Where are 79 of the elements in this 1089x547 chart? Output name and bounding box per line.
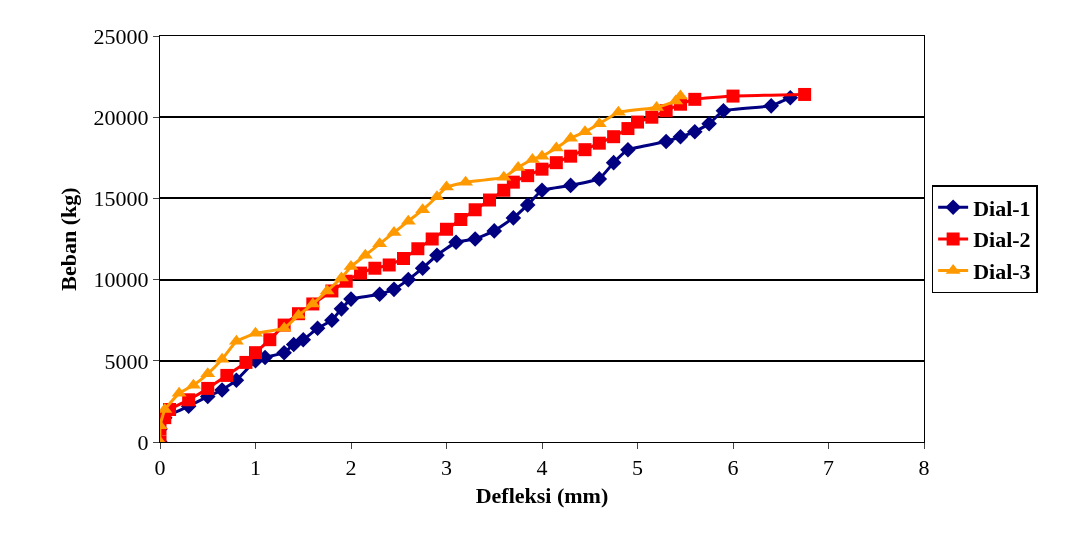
point [454,213,468,227]
point [715,102,732,119]
x-tick-label: 0 [154,455,166,481]
point [482,193,496,207]
point [343,291,359,307]
y-tick-label: 25000 [93,23,149,49]
point [182,393,196,407]
point [605,154,622,171]
point [239,355,253,369]
point [440,222,453,236]
y-tick-label: 0 [137,429,149,455]
point [535,162,549,176]
point [564,149,578,163]
point [578,143,592,157]
y-tick-label: 15000 [93,186,149,212]
point [631,115,644,129]
point [397,251,411,265]
x-tick-label: 7 [823,455,834,481]
point [486,223,503,239]
point [505,210,522,226]
point [607,130,621,144]
point [506,175,520,189]
point [214,382,230,398]
point [295,331,312,348]
point [497,183,511,197]
point [382,258,396,272]
x-tick-label: 5 [632,455,643,481]
point [429,247,445,264]
point [249,346,262,360]
point [448,234,464,251]
point [324,312,340,328]
x-tick-label: 2 [345,455,357,481]
x-tick-label: 6 [727,455,739,481]
legend-label: Dial-2 [973,227,1031,253]
point [798,87,812,101]
point [687,124,703,140]
point [591,171,608,187]
point [386,281,402,298]
y-tick-label: 5000 [104,348,149,374]
point [276,344,292,361]
point [285,336,302,353]
x-tick-label: 3 [441,455,452,481]
point [534,182,550,199]
point [672,128,689,145]
point [263,333,277,347]
point [411,242,425,256]
point [562,177,579,194]
point [400,271,417,288]
point [521,169,535,183]
y-tick-label: 10000 [93,267,149,293]
point [414,260,431,277]
point [763,98,779,114]
x-tick-label: 4 [536,455,548,481]
point [368,261,382,275]
legend-label: Dial-3 [973,259,1031,285]
point [468,203,482,217]
y-tick-label: 20000 [93,104,149,130]
point [371,286,388,303]
point [701,115,717,132]
point [220,368,234,382]
point [549,156,563,170]
point [658,133,674,150]
point [519,197,536,213]
point [354,266,368,280]
x-tick-label: 1 [250,455,261,481]
point [592,136,606,150]
legend-label: Dial-1 [973,195,1031,221]
point [645,110,659,124]
point [726,89,740,103]
point [688,92,702,106]
point [620,141,636,158]
x-tick-label: 8 [918,455,930,481]
point [201,381,215,395]
point [467,231,483,247]
y-axis-title: Beban (kg) [56,187,82,291]
point [425,232,439,246]
point [333,301,350,317]
point [309,320,326,337]
x-axis-title: Defleksi (mm) [475,483,609,509]
